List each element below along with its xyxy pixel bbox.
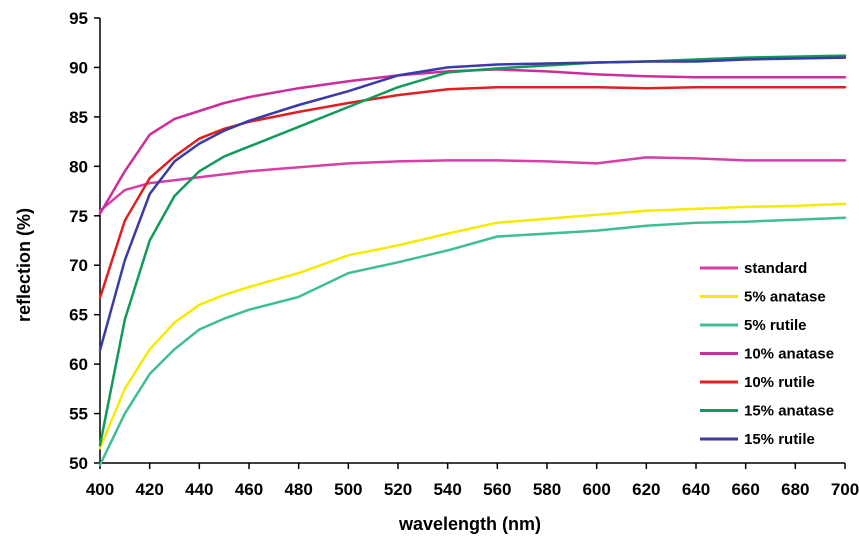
legend-label: 15% anatase xyxy=(744,403,834,420)
x-tick-label: 680 xyxy=(781,480,809,499)
x-tick-label: 540 xyxy=(433,480,461,499)
x-tick-label: 620 xyxy=(632,480,660,499)
y-tick-label: 80 xyxy=(69,157,88,176)
x-axis-title: wavelength (nm) xyxy=(398,514,541,534)
y-tick-label: 90 xyxy=(69,58,88,77)
y-axis-title: reflection (%) xyxy=(14,208,34,322)
y-tick-label: 55 xyxy=(69,405,88,424)
y-tick-label: 85 xyxy=(69,108,88,127)
x-tick-label: 600 xyxy=(582,480,610,499)
series-line xyxy=(98,85,847,300)
legend-label: 5% anatase xyxy=(744,289,826,306)
y-tick-label: 60 xyxy=(69,355,88,374)
x-tick-label: 660 xyxy=(731,480,759,499)
x-tick-label: 460 xyxy=(235,480,263,499)
y-tick-label: 70 xyxy=(69,256,88,275)
series-line xyxy=(98,216,847,467)
series-line xyxy=(98,202,847,450)
x-tick-label: 480 xyxy=(284,480,312,499)
x-tick-label: 520 xyxy=(384,480,412,499)
x-tick-label: 400 xyxy=(86,480,114,499)
x-tick-label: 500 xyxy=(334,480,362,499)
y-tick-label: 65 xyxy=(69,306,88,325)
series-line xyxy=(98,54,847,447)
series-line xyxy=(98,68,847,216)
legend: standard 5% anatase 5% rutile 10% anatase 10… xyxy=(700,260,834,448)
x-tick-label: 440 xyxy=(185,480,213,499)
series-lines xyxy=(98,54,847,467)
y-tick-label: 50 xyxy=(69,454,88,473)
x-tick-label: 640 xyxy=(682,480,710,499)
legend-label: 10% anatase xyxy=(744,346,834,363)
x-tick-label: 560 xyxy=(483,480,511,499)
x-tick-label: 420 xyxy=(135,480,163,499)
x-tick-label: 700 xyxy=(831,480,859,499)
x-tick-label: 580 xyxy=(533,480,561,499)
legend-label: 10% rutile xyxy=(744,374,815,391)
series-line xyxy=(98,156,847,213)
y-tick-label: 95 xyxy=(69,9,88,28)
legend-label: 5% rutile xyxy=(744,317,807,334)
y-tick-label: 75 xyxy=(69,207,88,226)
legend-label: 15% rutile xyxy=(744,431,815,448)
legend-label: standard xyxy=(744,260,807,277)
series-line xyxy=(98,56,847,352)
axes: 50 55 60 65 70 75 80 85 90 95 400 420 440 460 480 500 52… xyxy=(69,9,859,499)
